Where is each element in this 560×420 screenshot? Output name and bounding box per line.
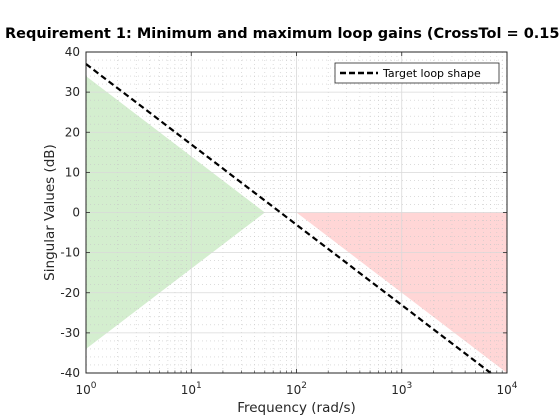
x-tick-label-exponent: 4 xyxy=(512,381,518,391)
x-tick-label-base: 10 xyxy=(286,383,301,397)
y-tick-label: 40 xyxy=(65,45,80,59)
x-tick-label: 103 xyxy=(391,381,412,397)
x-tick-label: 101 xyxy=(181,381,202,397)
chart-title: Requirement 1: Minimum and maximum loop … xyxy=(5,26,559,42)
y-tick-label: 20 xyxy=(65,125,80,139)
x-tick-label-base: 10 xyxy=(181,383,196,397)
y-tick-label: -40 xyxy=(60,366,80,380)
x-tick-label-exponent: 2 xyxy=(301,381,307,391)
legend: Target loop shape xyxy=(334,62,500,84)
x-tick-labels: 100 101 102 103 104 xyxy=(75,381,517,397)
y-tick-label: -30 xyxy=(60,326,80,340)
x-axis-label: Frequency (rad/s) xyxy=(237,400,356,416)
y-tick-labels: -40 -30 -20 -10 0 10 20 30 40 xyxy=(60,45,80,380)
x-tick-label-base: 10 xyxy=(75,383,90,397)
legend-box xyxy=(334,62,500,84)
x-tick-label-base: 10 xyxy=(391,383,406,397)
x-tick-label: 104 xyxy=(496,381,517,397)
y-tick-label: -20 xyxy=(60,286,80,300)
y-tick-label: 30 xyxy=(65,85,80,99)
axis-ticks xyxy=(85,51,508,374)
y-axis-label: Singular Values (dB) xyxy=(42,144,58,281)
legend-entry-label: Target loop shape xyxy=(382,67,481,80)
x-tick-label-exponent: 1 xyxy=(196,381,202,391)
x-tick-label-base: 10 xyxy=(496,383,511,397)
x-tick-label: 102 xyxy=(286,381,307,397)
x-tick-label: 100 xyxy=(75,381,96,397)
y-tick-label: -10 xyxy=(60,246,80,260)
y-tick-label: 0 xyxy=(72,206,80,220)
x-tick-label-exponent: 3 xyxy=(407,381,413,391)
x-tick-label-exponent: 0 xyxy=(91,381,97,391)
y-tick-label: 10 xyxy=(65,165,80,179)
